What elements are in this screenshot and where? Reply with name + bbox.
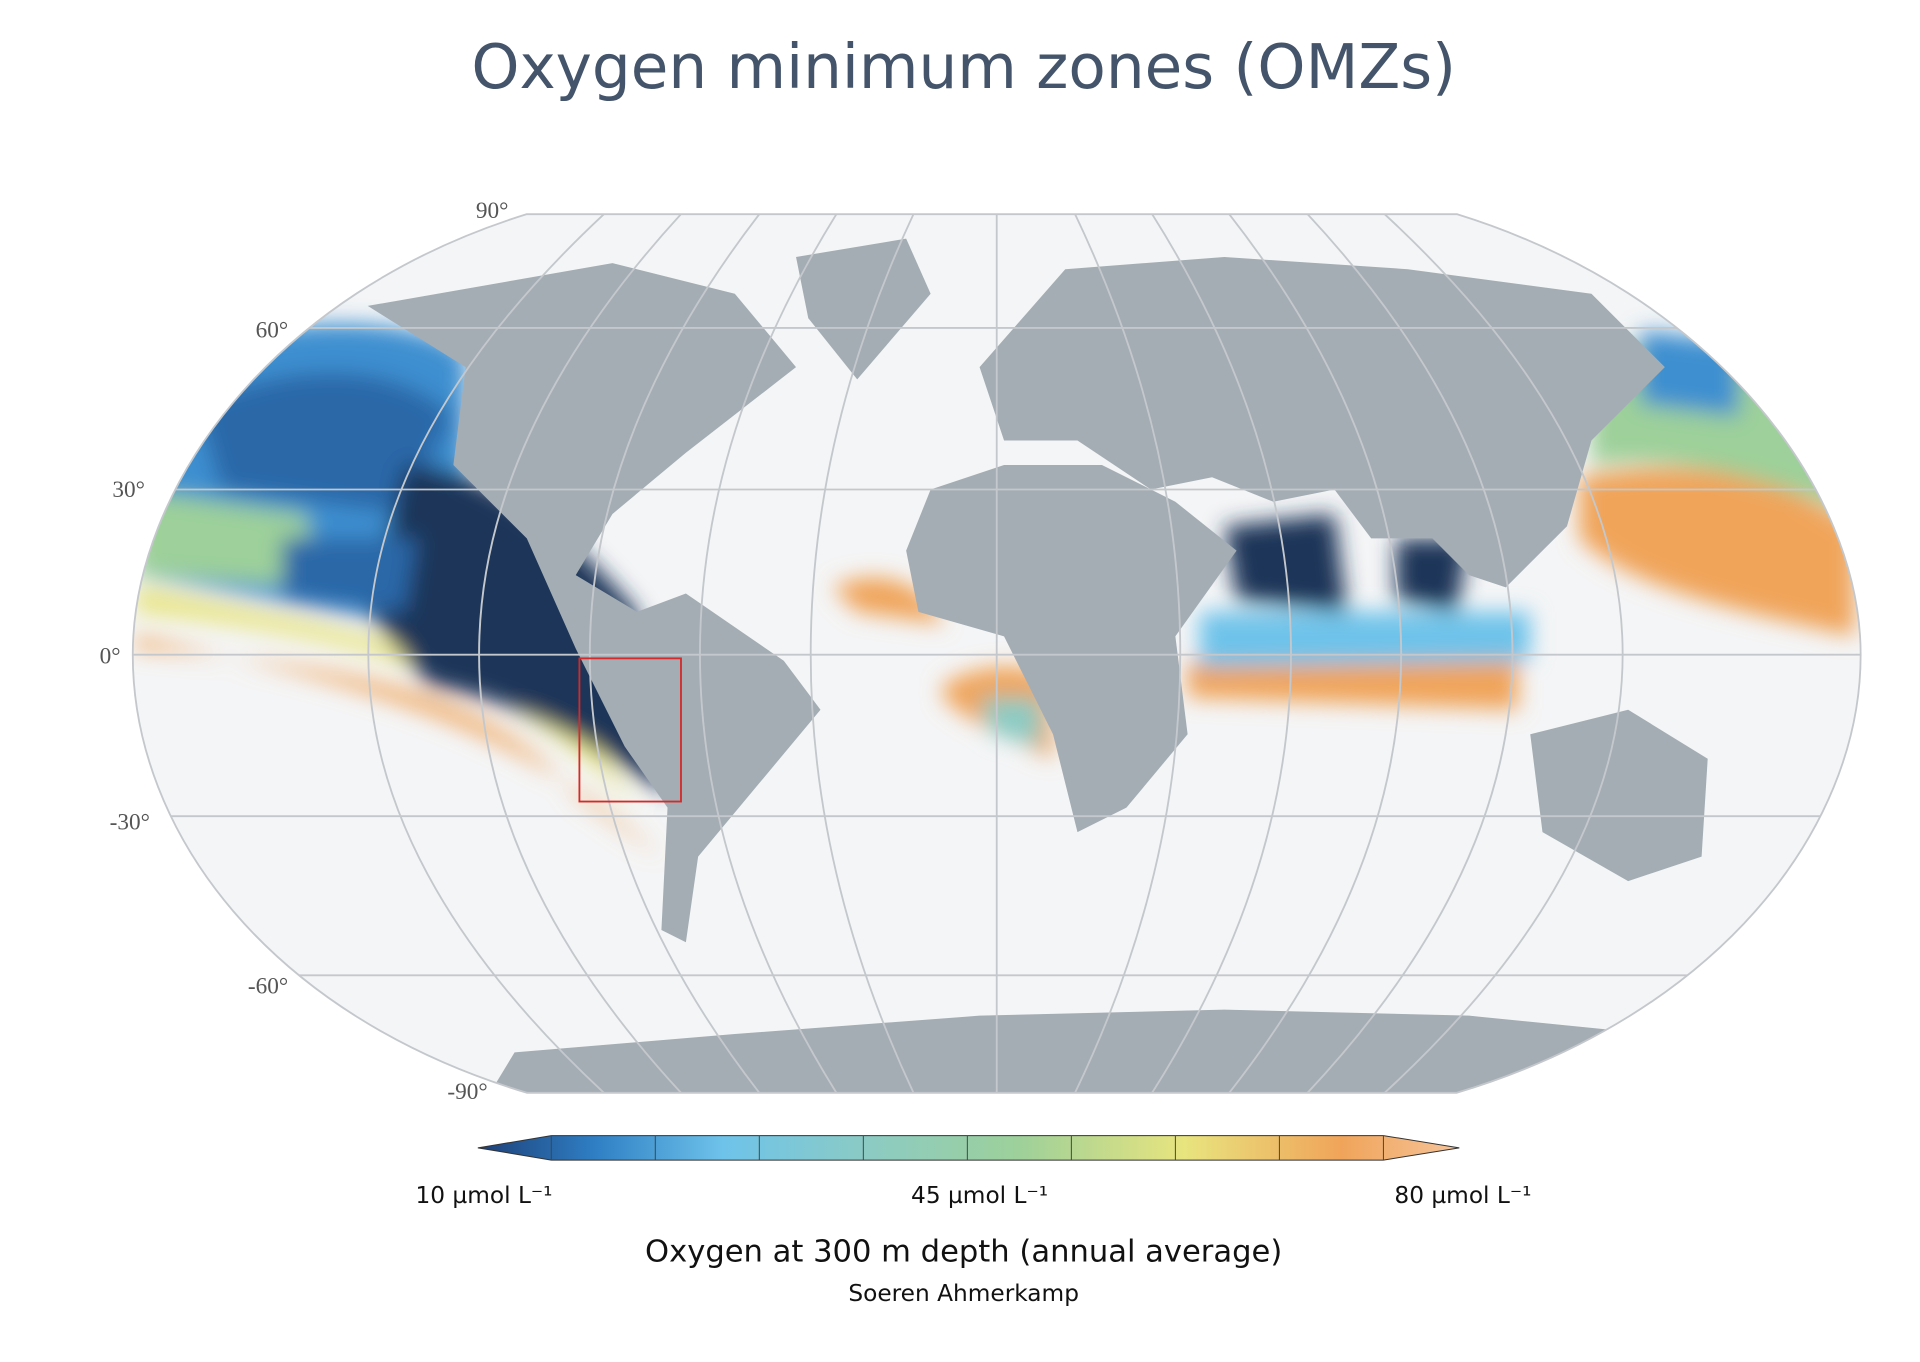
colorbar-label: 10 µmol L⁻¹ xyxy=(415,1182,552,1209)
lat-label: 0° xyxy=(100,643,121,669)
colorbar-label: 80 µmol L⁻¹ xyxy=(1394,1182,1531,1209)
credit: Soeren Ahmerkamp xyxy=(848,1280,1079,1307)
colorbar-label: 45 µmol L⁻¹ xyxy=(911,1182,1048,1209)
slide-title: Oxygen minimum zones (OMZs) xyxy=(471,32,1456,103)
lat-label: -30° xyxy=(110,810,150,836)
lat-label: 60° xyxy=(256,318,289,344)
lat-label: -90° xyxy=(447,1079,487,1105)
oxygen-field xyxy=(135,323,1855,857)
highlight-box xyxy=(578,657,682,803)
graticule xyxy=(132,214,1861,1093)
map-outline xyxy=(131,213,1862,1094)
caption: Oxygen at 300 m depth (annual average) xyxy=(645,1235,1282,1270)
lat-label: 90° xyxy=(476,198,509,224)
map xyxy=(132,214,1861,1093)
continents xyxy=(367,238,1775,1093)
lat-label: -60° xyxy=(248,974,288,1000)
colorbar xyxy=(477,1135,1460,1161)
lat-label: 30° xyxy=(112,477,145,503)
